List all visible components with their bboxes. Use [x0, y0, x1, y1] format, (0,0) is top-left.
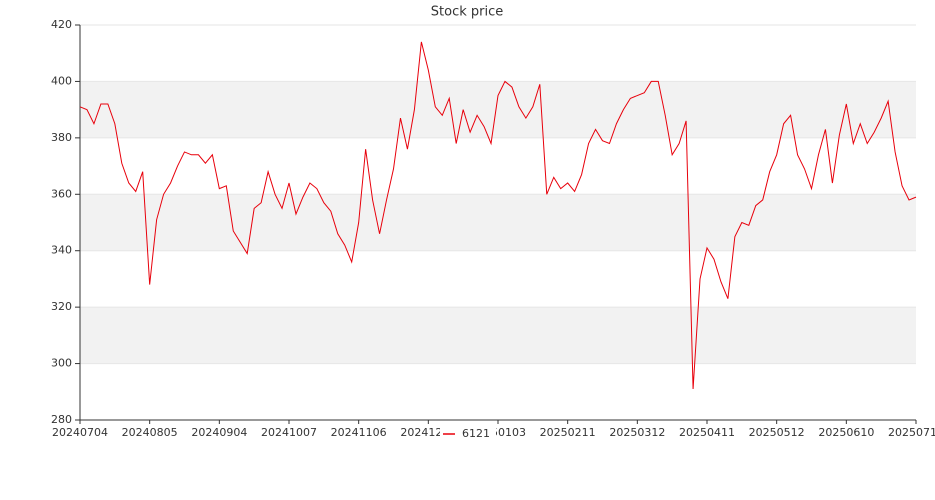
- x-tick-label: 20241106: [331, 426, 387, 439]
- x-tick-label: 20250512: [749, 426, 805, 439]
- x-tick-label: 20250710: [888, 426, 935, 439]
- x-tick-label: 20250411: [679, 426, 735, 439]
- x-tick-label: 20241007: [261, 426, 317, 439]
- legend-label: 6121: [462, 427, 490, 440]
- y-tick-label: 360: [51, 187, 72, 200]
- x-tick-label: 20250312: [609, 426, 665, 439]
- grid-band: [80, 194, 916, 251]
- chart-title: Stock price: [431, 5, 503, 20]
- legend-box: [440, 426, 496, 442]
- grid-band: [80, 81, 916, 138]
- x-tick-label: 20250610: [818, 426, 874, 439]
- y-tick-label: 420: [51, 18, 72, 31]
- x-tick-label: 20240805: [122, 426, 178, 439]
- line-series: [79, 41, 917, 389]
- y-tick-label: 300: [51, 357, 72, 370]
- y-tick-label: 400: [51, 74, 72, 87]
- grid-band: [80, 307, 916, 364]
- x-tick-label: 20240904: [191, 426, 247, 439]
- y-tick-label: 280: [51, 413, 72, 426]
- x-tick-label: 20250211: [540, 426, 596, 439]
- y-tick-label: 320: [51, 300, 72, 313]
- y-tick-label: 380: [51, 131, 72, 144]
- x-tick-label: 20240704: [52, 426, 108, 439]
- y-tick-label: 340: [51, 244, 72, 257]
